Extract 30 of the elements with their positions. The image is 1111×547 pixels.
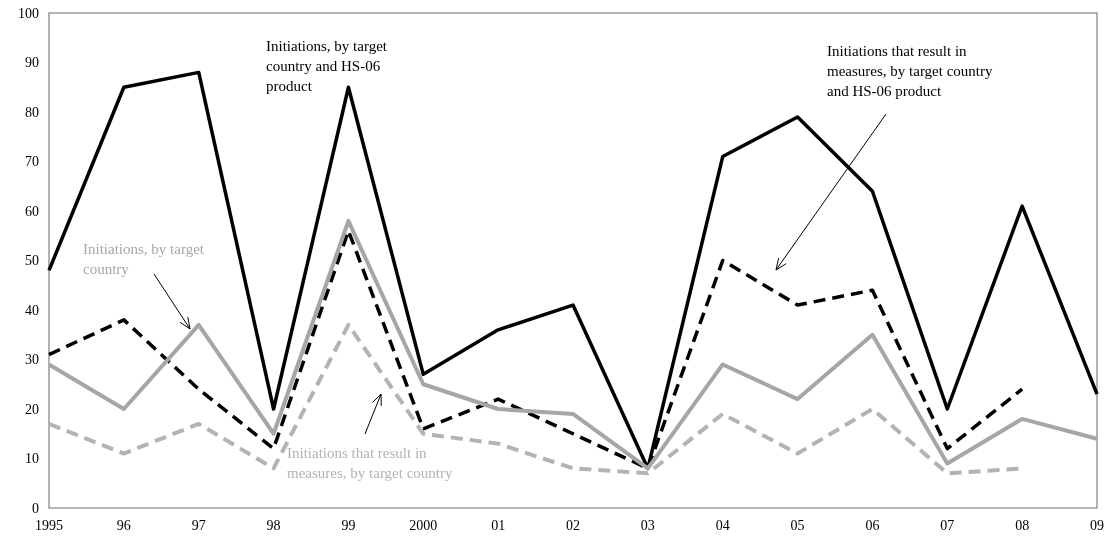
y-tick-label: 40 (25, 302, 39, 318)
y-tick-label: 100 (18, 5, 39, 21)
x-tick-label: 03 (640, 518, 655, 533)
x-tick-label: 07 (940, 518, 955, 533)
text: Initiations, by target country and HS-06 product (266, 38, 388, 94)
y-tick-label: 90 (25, 55, 39, 71)
y-tick-label: 10 (25, 451, 39, 467)
x-tick-label: 04 (715, 518, 730, 533)
x-tick-label: 97 (191, 518, 206, 533)
y-tick-label: 80 (25, 104, 39, 120)
y-tick-label: 70 (25, 154, 39, 170)
x-tick-label: 01 (491, 518, 506, 533)
y-tick-label: 30 (25, 352, 39, 368)
x-tick-label: 06 (865, 518, 880, 533)
x-tick-label: 08 (1015, 518, 1030, 533)
text: Initiations, by target country (83, 241, 205, 277)
x-tick-label: 96 (116, 518, 131, 533)
y-tick-label: 50 (25, 253, 39, 269)
x-tick-label: 02 (566, 518, 580, 533)
x-tick-label: 09 (1090, 518, 1104, 533)
y-tick-label: 20 (25, 401, 39, 417)
y-tick-label: 0 (32, 500, 39, 516)
x-tick-label: 99 (341, 518, 356, 533)
text: Initiations that result in measures, by target country and HS-06 product (827, 43, 994, 99)
series-label: Initiations that result in measures, by target country (287, 445, 454, 481)
x-tick-label: 2000 (409, 518, 438, 533)
x-tick-label: 05 (790, 518, 805, 533)
y-tick-label: 60 (25, 203, 39, 219)
x-tick-label: 98 (266, 518, 281, 533)
x-tick-label: 1995 (35, 518, 63, 533)
